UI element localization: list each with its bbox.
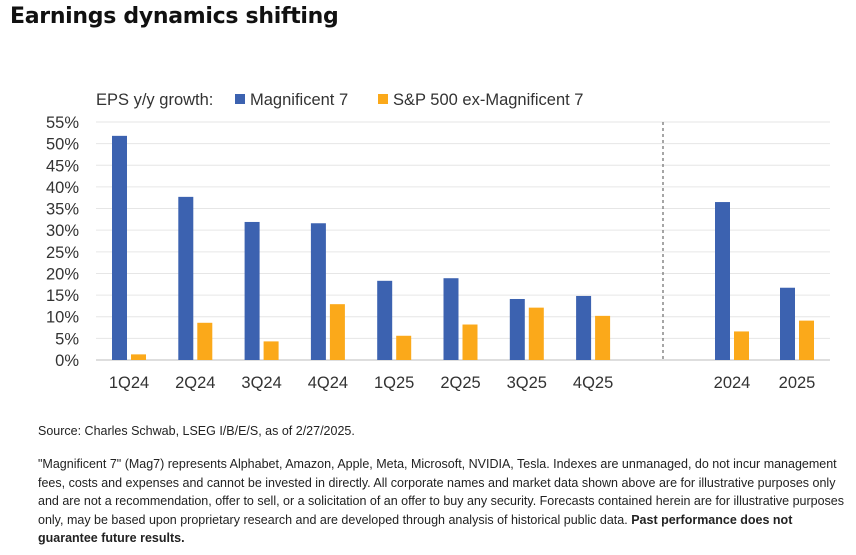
x-tick-label: 2024: [714, 374, 751, 392]
y-tick-label: 20%: [46, 265, 79, 283]
bar-magnificent-7: [443, 278, 459, 360]
bar-sp500-ex-mag7: [734, 331, 749, 360]
x-tick-label: 1Q24: [109, 374, 149, 392]
bar-magnificent-7: [715, 202, 730, 360]
bar-sp500-ex-mag7: [462, 324, 478, 360]
x-tick-label: 2Q24: [175, 374, 215, 392]
y-tick-label: 25%: [46, 244, 79, 262]
y-tick-label: 40%: [46, 179, 79, 197]
bar-sp500-ex-mag7: [131, 354, 146, 360]
bar-magnificent-7: [780, 287, 795, 360]
x-tick-label: 1Q25: [374, 374, 414, 392]
y-tick-label: 30%: [46, 222, 79, 240]
legend-swatch: [235, 94, 245, 104]
y-tick-label: 10%: [46, 309, 79, 327]
y-tick-label: 45%: [46, 157, 79, 175]
eps-growth-chart: 0% 5% 10% 15% 20% 25% 30% 35% 40% 45% 50% 55% 1Q24 2Q…: [46, 91, 830, 392]
bar-magnificent-7: [377, 280, 393, 360]
bar-sp500-ex-mag7: [197, 322, 213, 360]
bar-sp500-ex-mag7: [263, 341, 279, 360]
bar-sp500-ex-mag7: [799, 320, 814, 360]
bar-magnificent-7: [310, 223, 326, 360]
source-note: Source: Charles Schwab, LSEG I/B/E/S, as…: [38, 424, 355, 438]
disclaimer: "Magnificent 7" (Mag7) represents Alphab…: [38, 455, 850, 548]
bar-magnificent-7: [244, 221, 260, 360]
bar-magnificent-7: [576, 295, 592, 360]
legend-label: Magnificent 7: [250, 91, 348, 109]
x-tick-label: 3Q25: [507, 374, 547, 392]
bar-sp500-ex-mag7: [528, 307, 544, 360]
y-tick-label: 0%: [55, 352, 79, 370]
y-tick-label: 50%: [46, 136, 79, 154]
x-tick-label: 4Q24: [308, 374, 348, 392]
y-tick-label: 55%: [46, 114, 79, 132]
disclaimer-bold: Past performance does not guarantee futu…: [38, 512, 793, 546]
x-tick-label: 2025: [779, 374, 816, 392]
bar-sp500-ex-mag7: [329, 304, 345, 360]
disclaimer-text: "Magnificent 7" (Mag7) represents Alphab…: [38, 457, 844, 527]
x-tick-label: 4Q25: [573, 374, 613, 392]
bar-sp500-ex-mag7: [396, 335, 412, 360]
bar-magnificent-7: [112, 135, 127, 360]
x-tick-label: 3Q24: [241, 374, 281, 392]
bar-sp500-ex-mag7: [595, 315, 611, 360]
legend-swatch: [378, 94, 388, 104]
bar-magnificent-7: [509, 298, 525, 360]
y-tick-label: 35%: [46, 201, 79, 219]
legend-label: S&P 500 ex-Magnificent 7: [393, 91, 583, 109]
x-tick-label: 2Q25: [440, 374, 480, 392]
page-title: Earnings dynamics shifting: [10, 4, 339, 29]
bar-magnificent-7: [178, 196, 194, 360]
y-tick-label: 5%: [55, 330, 79, 348]
legend-title: EPS y/y growth:: [96, 91, 213, 109]
y-tick-label: 15%: [46, 287, 79, 305]
